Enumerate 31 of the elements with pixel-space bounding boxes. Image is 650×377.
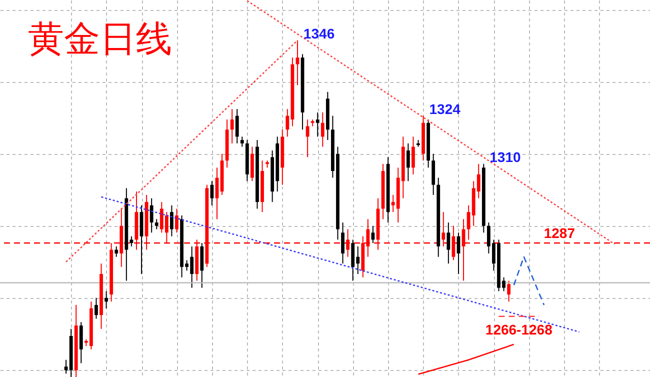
candlestick [130,236,134,247]
candlestick [170,204,174,237]
candlestick [406,142,410,182]
candlestick [104,290,108,309]
annotation: 1310 [490,148,522,165]
candlestick [341,222,344,264]
candlestick [286,108,290,138]
candlestick [316,112,320,138]
candlestick [175,208,178,234]
candlestick [215,167,219,220]
annotation: 1324 [429,100,461,117]
candlestick [230,108,234,144]
candlestick [296,40,300,86]
candlestick [446,222,450,264]
candlestick [94,297,98,320]
candlestick [154,218,158,230]
annotation: 1287 [544,225,576,242]
candlestick [114,246,118,258]
candlestick [64,359,68,374]
annotation: 1346 [303,25,335,42]
annotation: 1266-1268 [485,321,553,338]
candlestick [235,108,239,144]
chart-title: 黄金日线 [28,19,172,59]
candlestick [150,198,154,234]
candlestick [507,280,511,302]
candlestick [320,112,324,148]
candlestick [79,322,83,364]
candlestick [240,136,244,148]
candlestick [412,136,415,175]
candlestick [306,118,310,158]
candlestick [250,146,254,182]
